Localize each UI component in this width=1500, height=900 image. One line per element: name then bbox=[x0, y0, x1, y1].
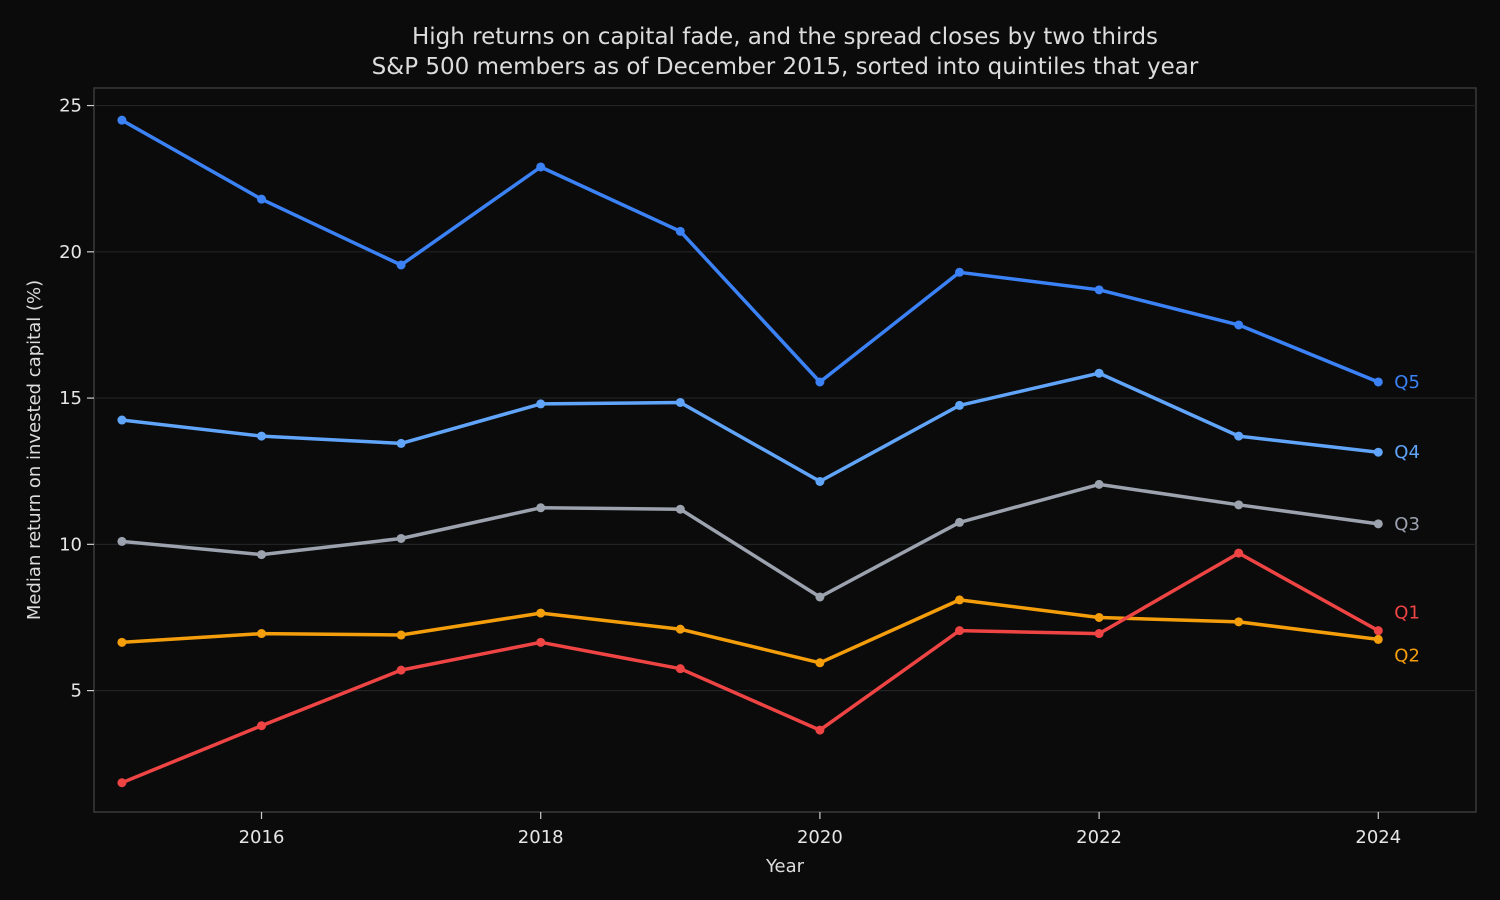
data-point-q4 bbox=[536, 399, 546, 409]
data-point-q5 bbox=[536, 162, 546, 172]
data-point-q3 bbox=[396, 533, 406, 543]
data-point-q3 bbox=[1373, 519, 1383, 529]
data-point-q5 bbox=[257, 194, 267, 204]
x-tick-label: 2022 bbox=[1076, 827, 1122, 848]
data-point-q1 bbox=[257, 721, 267, 731]
data-point-q3 bbox=[536, 503, 546, 513]
data-point-q2 bbox=[257, 629, 267, 639]
series-label-q2: Q2 bbox=[1394, 645, 1420, 666]
data-point-q5 bbox=[117, 115, 127, 125]
x-tick-label: 2016 bbox=[239, 827, 285, 848]
y-axis-label: Median return on invested capital (%) bbox=[24, 280, 45, 620]
data-point-q2 bbox=[954, 595, 964, 605]
data-point-q5 bbox=[1373, 377, 1383, 387]
data-point-q3 bbox=[117, 536, 127, 546]
data-point-q1 bbox=[954, 626, 964, 636]
x-axis-label: Year bbox=[765, 856, 805, 877]
plot-area bbox=[93, 87, 1477, 813]
data-point-q2 bbox=[396, 630, 406, 640]
data-point-q4 bbox=[396, 438, 406, 448]
data-point-q4 bbox=[675, 397, 685, 407]
y-tick-label: 5 bbox=[71, 681, 82, 702]
data-point-q1 bbox=[396, 665, 406, 675]
series-line-q3 bbox=[120, 482, 1381, 599]
data-point-q1 bbox=[1234, 548, 1244, 558]
x-tick-label: 2018 bbox=[518, 827, 564, 848]
series-line-q1 bbox=[120, 551, 1381, 785]
data-point-q3 bbox=[257, 550, 267, 560]
data-point-q4 bbox=[117, 415, 127, 425]
data-point-q4 bbox=[1094, 368, 1104, 378]
data-point-q3 bbox=[1234, 500, 1244, 510]
data-point-q5 bbox=[815, 377, 825, 387]
data-point-q1 bbox=[1094, 629, 1104, 639]
data-point-q3 bbox=[954, 517, 964, 527]
series-label-q3: Q3 bbox=[1394, 514, 1420, 535]
y-tick-label: 15 bbox=[59, 388, 82, 409]
data-point-q4 bbox=[815, 476, 825, 486]
data-point-q4 bbox=[1373, 447, 1383, 457]
data-point-q3 bbox=[815, 592, 825, 602]
data-point-q1 bbox=[675, 664, 685, 674]
data-point-q2 bbox=[117, 637, 127, 647]
x-tick-label: 2020 bbox=[797, 827, 843, 848]
data-point-q2 bbox=[815, 658, 825, 668]
chart-subtitle: S&P 500 members as of December 2015, sor… bbox=[372, 54, 1199, 80]
axis-ticks: 5 10 15 20 25 2016 2018 2020 2022 2024 bbox=[59, 96, 1401, 848]
data-point-q2 bbox=[1373, 634, 1383, 644]
data-point-q1 bbox=[536, 637, 546, 647]
data-point-q1 bbox=[117, 778, 127, 788]
data-point-q4 bbox=[954, 400, 964, 410]
data-point-q1 bbox=[1373, 626, 1383, 636]
data-point-q5 bbox=[954, 267, 964, 277]
data-point-q2 bbox=[1234, 617, 1244, 627]
grid-lines bbox=[94, 104, 1476, 692]
x-tick-label: 2024 bbox=[1355, 827, 1401, 848]
data-point-q1 bbox=[815, 725, 825, 735]
data-point-q5 bbox=[1234, 320, 1244, 330]
data-point-q5 bbox=[675, 226, 685, 236]
data-point-q4 bbox=[1234, 431, 1244, 441]
series-label-q4: Q4 bbox=[1394, 442, 1420, 463]
series-label-q1: Q1 bbox=[1394, 603, 1420, 624]
series-lines: Q5 Q4 Q3 Q2 Q1 bbox=[117, 115, 1420, 788]
data-point-q5 bbox=[1094, 285, 1104, 295]
y-tick-label: 20 bbox=[59, 242, 82, 263]
chart-title: High returns on capital fade, and the sp… bbox=[412, 24, 1158, 50]
data-point-q2 bbox=[536, 608, 546, 618]
y-tick-label: 10 bbox=[59, 534, 82, 555]
data-point-q3 bbox=[675, 504, 685, 514]
data-point-q2 bbox=[675, 624, 685, 634]
series-line-q5 bbox=[120, 118, 1381, 384]
series-line-q4 bbox=[120, 371, 1381, 484]
data-point-q5 bbox=[396, 260, 406, 270]
data-point-q2 bbox=[1094, 612, 1104, 622]
series-line-q2 bbox=[120, 598, 1381, 665]
data-point-q3 bbox=[1094, 479, 1104, 489]
y-tick-label: 25 bbox=[59, 96, 82, 117]
series-label-q5: Q5 bbox=[1394, 372, 1420, 393]
data-point-q4 bbox=[257, 431, 267, 441]
